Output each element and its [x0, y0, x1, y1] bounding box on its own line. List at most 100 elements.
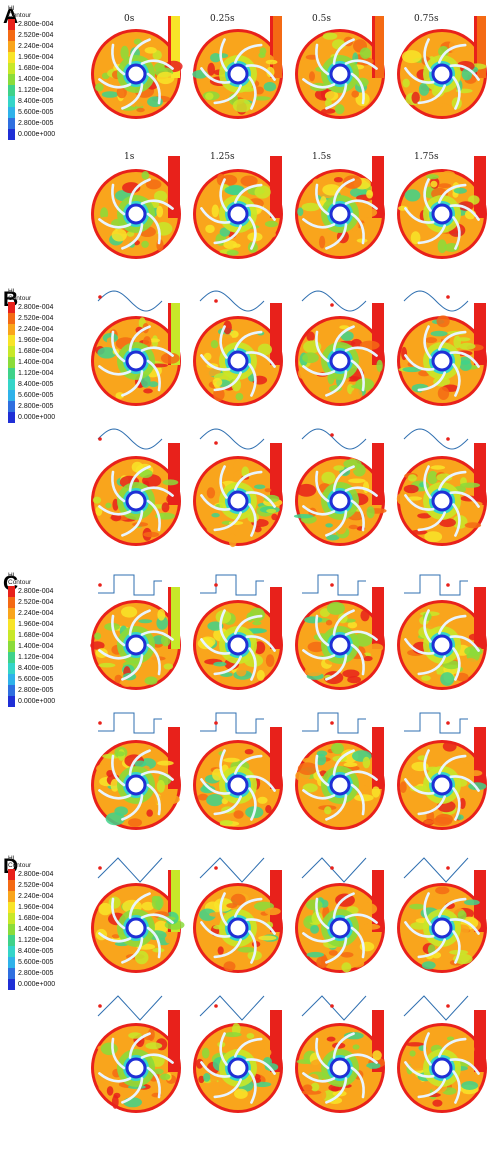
- contour-region: [228, 533, 237, 548]
- hi-contour-plot: [295, 587, 385, 690]
- hi-contour-plot: [193, 156, 283, 259]
- hi-contour-plot: [295, 1010, 385, 1113]
- impeller-blade: [213, 224, 242, 245]
- legend-entry: 1.400e-004: [8, 357, 88, 368]
- contour-region: [371, 786, 381, 798]
- waveform-marker: [330, 583, 334, 587]
- waveform-line: [403, 857, 469, 883]
- outlet-edge: [474, 303, 477, 365]
- legend-value: 1.400e-004: [18, 926, 54, 933]
- impeller-blade: [200, 1061, 231, 1078]
- contour-region: [160, 1073, 171, 1081]
- contour-region: [437, 386, 450, 400]
- contour-region: [257, 343, 272, 356]
- snapshot-cell: [190, 423, 290, 563]
- contour-region: [156, 779, 165, 793]
- waveform-inset: [200, 574, 264, 596]
- contour-region: [436, 103, 452, 112]
- impeller-blade: [140, 770, 174, 781]
- contour-region: [131, 461, 144, 473]
- legend-swatch: [8, 968, 15, 979]
- contour-region: [366, 506, 375, 519]
- hi-contour-plot: [91, 156, 181, 259]
- contour-region: [403, 768, 413, 778]
- contour-region: [304, 666, 323, 677]
- legend-swatch: [8, 401, 15, 412]
- contour-region: [360, 609, 370, 622]
- hub-ring: [227, 917, 249, 939]
- contour-region: [348, 478, 366, 484]
- hub-ring: [329, 350, 351, 372]
- contour-region: [249, 607, 265, 622]
- contour-region: [207, 62, 215, 76]
- impeller-blade: [302, 218, 336, 229]
- legend-swatch: [8, 96, 15, 107]
- hi-contour-plot: [192, 16, 283, 119]
- contour-region: [339, 325, 350, 330]
- impeller-blade: [325, 937, 348, 964]
- hi-contour-plot: [193, 727, 283, 830]
- hi-contour-plot: [295, 870, 385, 973]
- contour-region: [230, 893, 246, 906]
- snapshot-cell: [394, 990, 491, 1130]
- hi-contour-plot: [90, 587, 181, 690]
- contour-region: [264, 220, 278, 228]
- contour-region: [206, 794, 224, 807]
- contour-region: [213, 898, 233, 912]
- hub-ring: [227, 63, 249, 85]
- legend-value: 5.600e-005: [18, 676, 54, 683]
- outlet-edge: [474, 443, 477, 505]
- hi-contour-plot: [397, 16, 487, 119]
- impeller-blade: [98, 365, 132, 376]
- impeller-blade: [200, 778, 231, 795]
- contour-region: [328, 950, 338, 956]
- impeller-blade: [146, 499, 161, 532]
- contour-region: [154, 190, 168, 203]
- waveform-line: [301, 857, 367, 883]
- contour-region: [335, 520, 347, 535]
- legend-entry: 2.520e-004: [8, 30, 88, 41]
- legend-entry: 2.800e-004: [8, 586, 88, 597]
- impeller-blade: [234, 43, 263, 64]
- impeller-blade: [438, 1037, 467, 1058]
- impeller-blade: [417, 795, 446, 816]
- hi-contour-plot: [397, 587, 487, 690]
- contour-region: [223, 961, 236, 972]
- hub-ring: [125, 634, 147, 656]
- impeller-blade: [452, 76, 461, 110]
- legend-entry: 1.400e-004: [8, 641, 88, 652]
- contour-region: [323, 671, 344, 685]
- waveform-inset: [403, 857, 469, 883]
- contour-region: [156, 71, 175, 85]
- legend-swatch: [8, 107, 15, 118]
- impeller-blade: [121, 370, 144, 397]
- contour-region: [116, 86, 127, 99]
- legend-swatch: [8, 957, 15, 968]
- legend-title: HI: [8, 288, 15, 295]
- legend-entry: 1.120e-004: [8, 368, 88, 379]
- contour-region: [203, 1073, 211, 1082]
- contour-region: [263, 81, 277, 92]
- impeller-blade: [438, 330, 467, 351]
- contour-region: [360, 923, 381, 930]
- impeller-blade: [128, 325, 151, 352]
- contour-region: [315, 753, 327, 766]
- hi-contour-plot: [91, 16, 183, 119]
- impeller-blade: [417, 1078, 446, 1099]
- legend-value: 8.400e-005: [18, 98, 54, 105]
- snapshot-cell: [394, 283, 491, 423]
- impeller-blade: [452, 787, 461, 821]
- waveform-line: [199, 428, 265, 450]
- impeller-blade: [315, 754, 330, 787]
- contour-region: [464, 522, 482, 529]
- impeller-blade: [219, 1032, 228, 1066]
- contour-region: [306, 951, 324, 958]
- outlet-edge: [372, 1010, 375, 1072]
- waveform-line: [403, 290, 469, 312]
- impeller-blade: [438, 183, 467, 204]
- contour-region: [427, 470, 438, 485]
- contour-region: [101, 91, 119, 98]
- impeller-blade: [404, 1061, 435, 1078]
- impeller-blade: [452, 216, 461, 250]
- time-label: 1s: [124, 152, 135, 162]
